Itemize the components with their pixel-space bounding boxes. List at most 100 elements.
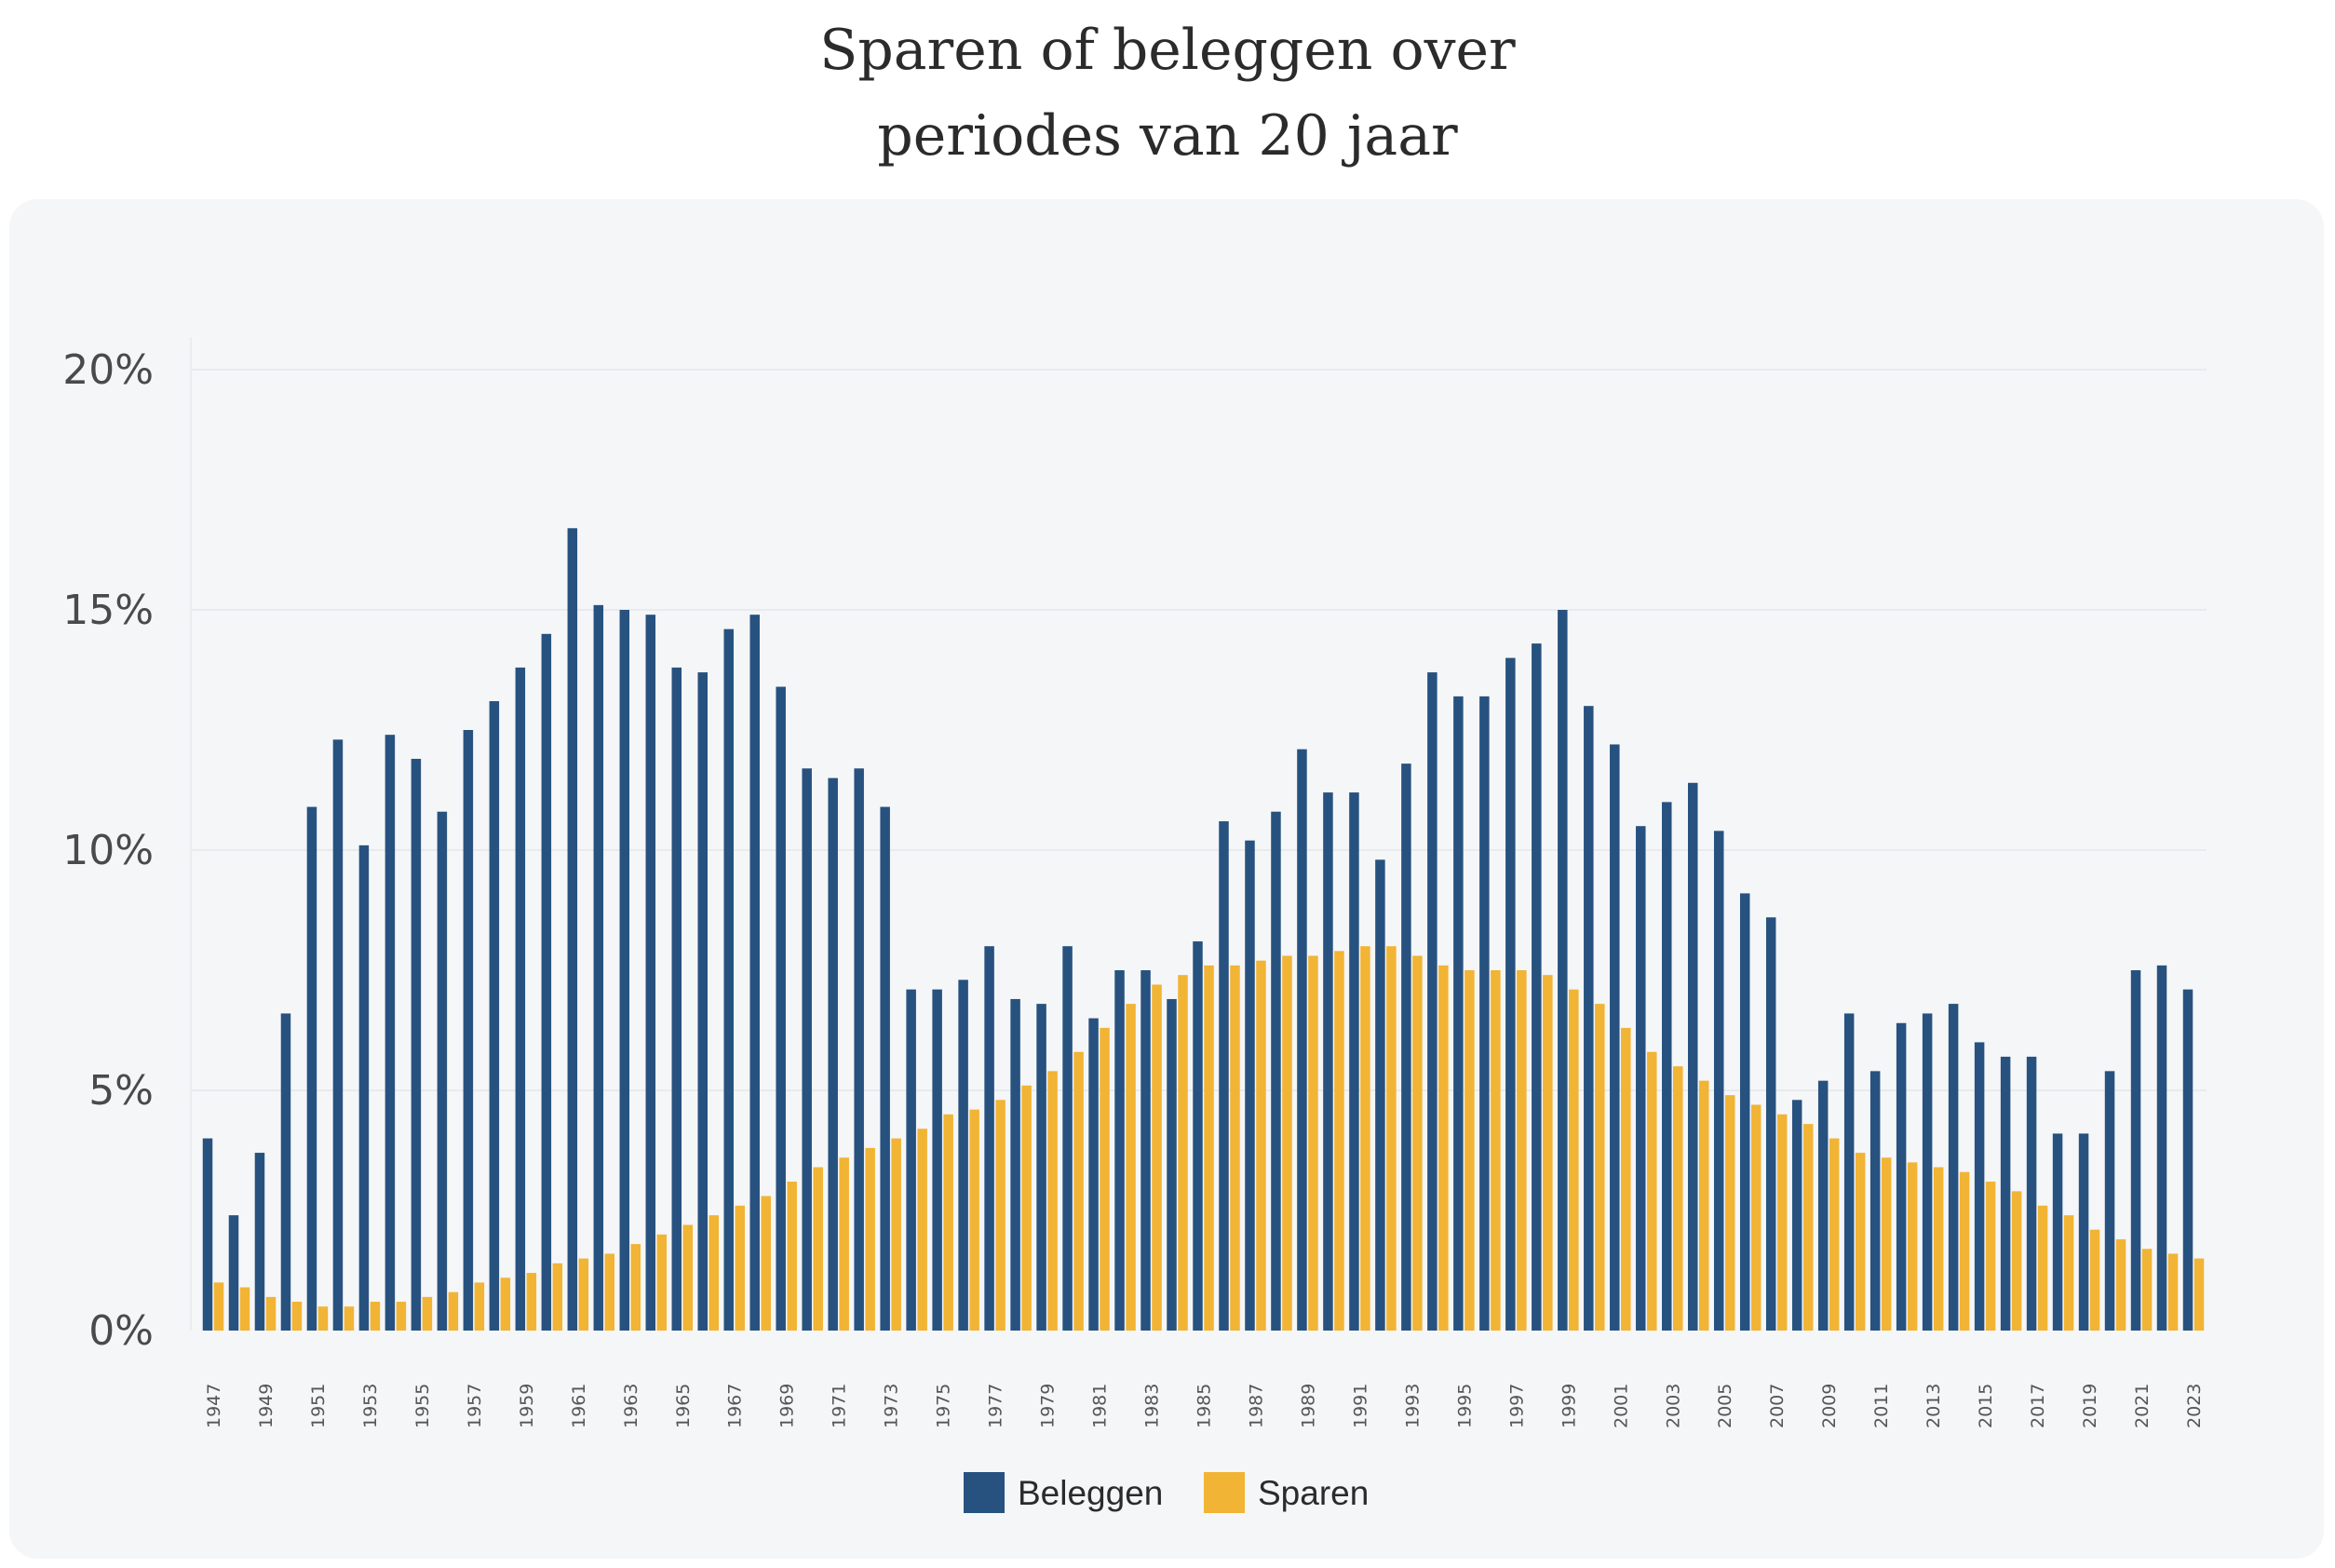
x-tick-label: 1991 xyxy=(1350,1384,1370,1428)
bar-sparen-1983 xyxy=(1152,984,1162,1331)
bar-sparen-1975 xyxy=(943,1114,953,1331)
bar-sparen-1950 xyxy=(291,1302,303,1331)
x-tick-label: 1965 xyxy=(673,1384,694,1428)
bar-sparen-1988 xyxy=(1282,955,1292,1331)
bar-sparen-1977 xyxy=(995,1100,1006,1331)
bar-sparen-1953 xyxy=(370,1302,381,1331)
bar-beleggen-2022 xyxy=(2156,965,2167,1331)
bar-beleggen-1960 xyxy=(541,633,552,1331)
x-tick-label: 1997 xyxy=(1506,1384,1527,1428)
bar-sparen-2016 xyxy=(2011,1191,2022,1331)
bar-sparen-2022 xyxy=(2167,1253,2179,1331)
x-tick-label: 1951 xyxy=(308,1384,329,1428)
bar-beleggen-1989 xyxy=(1297,749,1307,1331)
bar-sparen-1958 xyxy=(500,1277,511,1331)
bar-sparen-1954 xyxy=(396,1302,407,1331)
bar-beleggen-1968 xyxy=(749,615,760,1331)
legend-swatch-sparen xyxy=(1204,1472,1245,1513)
bar-beleggen-1955 xyxy=(411,758,422,1331)
x-tick-label: 1967 xyxy=(725,1384,746,1428)
x-tick-label: 1985 xyxy=(1194,1384,1215,1428)
x-tick-label: 2009 xyxy=(1819,1384,1840,1428)
bar-beleggen-1985 xyxy=(1193,941,1203,1331)
bar-sparen-1967 xyxy=(735,1205,745,1331)
bar-sparen-2023 xyxy=(2193,1258,2205,1331)
bar-sparen-1959 xyxy=(526,1273,537,1331)
x-tick-label: 1979 xyxy=(1038,1384,1059,1428)
bar-beleggen-2023 xyxy=(2182,989,2193,1331)
bar-sparen-1973 xyxy=(891,1138,901,1331)
bar-beleggen-1974 xyxy=(906,989,916,1331)
bar-sparen-1980 xyxy=(1073,1051,1084,1331)
bar-sparen-1999 xyxy=(1569,989,1579,1331)
bar-beleggen-1971 xyxy=(828,777,838,1331)
bar-sparen-2011 xyxy=(1881,1157,1892,1331)
bar-sparen-1969 xyxy=(787,1182,797,1331)
bar-sparen-1960 xyxy=(552,1263,563,1331)
bar-beleggen-1990 xyxy=(1323,792,1333,1331)
bar-beleggen-1961 xyxy=(567,528,578,1331)
bar-beleggen-2014 xyxy=(1948,1004,1959,1331)
bar-sparen-2012 xyxy=(1907,1162,1918,1331)
bar-beleggen-1965 xyxy=(671,667,682,1331)
bar-sparen-1961 xyxy=(578,1258,589,1331)
bar-sparen-1982 xyxy=(1126,1004,1136,1331)
bar-beleggen-2003 xyxy=(1662,802,1672,1331)
bar-sparen-1994 xyxy=(1438,965,1449,1331)
x-tick-label: 2007 xyxy=(1767,1384,1788,1428)
bar-beleggen-2015 xyxy=(1974,1042,1985,1331)
bar-sparen-2003 xyxy=(1673,1066,1683,1331)
bar-beleggen-1988 xyxy=(1271,811,1281,1331)
bar-sparen-1990 xyxy=(1334,951,1344,1331)
bar-sparen-1987 xyxy=(1256,960,1266,1331)
y-axis-tick-labels: 0% 5% 10% 15% 20% xyxy=(62,346,154,1355)
bar-beleggen-2000 xyxy=(1584,706,1594,1331)
bar-beleggen-2018 xyxy=(2052,1133,2063,1331)
x-tick-label: 1971 xyxy=(830,1384,850,1428)
bar-sparen-1970 xyxy=(813,1167,823,1331)
bar-sparen-1997 xyxy=(1517,970,1527,1331)
x-tick-label: 1949 xyxy=(256,1384,277,1428)
bar-sparen-1986 xyxy=(1230,965,1240,1331)
bar-sparen-2020 xyxy=(2115,1238,2126,1331)
chart-title-line-2: periodes van 20 jaar xyxy=(877,103,1458,169)
bar-beleggen-1997 xyxy=(1505,657,1516,1331)
bar-sparen-2018 xyxy=(2063,1215,2074,1331)
bar-beleggen-2005 xyxy=(1713,831,1724,1331)
bar-beleggen-1964 xyxy=(645,615,656,1331)
x-tick-label: 1957 xyxy=(465,1384,485,1428)
y-tick-label: 0% xyxy=(88,1307,154,1355)
bar-beleggen-1951 xyxy=(306,806,317,1331)
bar-sparen-2007 xyxy=(1776,1114,1788,1331)
x-tick-label: 1961 xyxy=(569,1384,589,1428)
bar-sparen-1996 xyxy=(1491,970,1501,1331)
bar-sparen-2008 xyxy=(1802,1124,1814,1331)
x-tick-label: 1999 xyxy=(1559,1384,1579,1428)
bar-sparen-1978 xyxy=(1021,1085,1032,1331)
x-tick-label: 1969 xyxy=(777,1384,798,1428)
bar-beleggen-1976 xyxy=(958,980,968,1331)
bar-beleggen-2009 xyxy=(1817,1080,1829,1331)
bar-beleggen-1959 xyxy=(515,667,526,1331)
bar-beleggen-1995 xyxy=(1453,696,1464,1331)
x-tick-label: 2011 xyxy=(1871,1384,1892,1428)
bar-beleggen-1973 xyxy=(880,806,890,1331)
bar-sparen-1971 xyxy=(839,1157,849,1331)
legend-label-beleggen: Beleggen xyxy=(1018,1474,1163,1512)
bar-beleggen-1993 xyxy=(1401,764,1411,1331)
bar-beleggen-2020 xyxy=(2104,1071,2115,1331)
bar-sparen-1957 xyxy=(474,1282,485,1331)
x-tick-label: 1987 xyxy=(1246,1384,1266,1428)
bar-beleggen-2001 xyxy=(1610,744,1620,1331)
x-tick-label: 2013 xyxy=(1923,1384,1944,1428)
bar-sparen-1972 xyxy=(865,1147,875,1331)
bar-beleggen-2021 xyxy=(2130,970,2141,1331)
x-tick-label: 2003 xyxy=(1663,1384,1683,1428)
y-tick-label: 5% xyxy=(88,1067,154,1115)
bar-sparen-2021 xyxy=(2141,1249,2153,1331)
bar-sparen-2010 xyxy=(1855,1153,1866,1331)
bar-chart: 0%5%10%15%20% 1947 1949 1951 1953 1955 1957 19… xyxy=(62,337,2207,1513)
bar-beleggen-1969 xyxy=(776,686,786,1331)
bar-beleggen-1994 xyxy=(1427,672,1437,1331)
x-tick-label: 1959 xyxy=(517,1384,537,1428)
